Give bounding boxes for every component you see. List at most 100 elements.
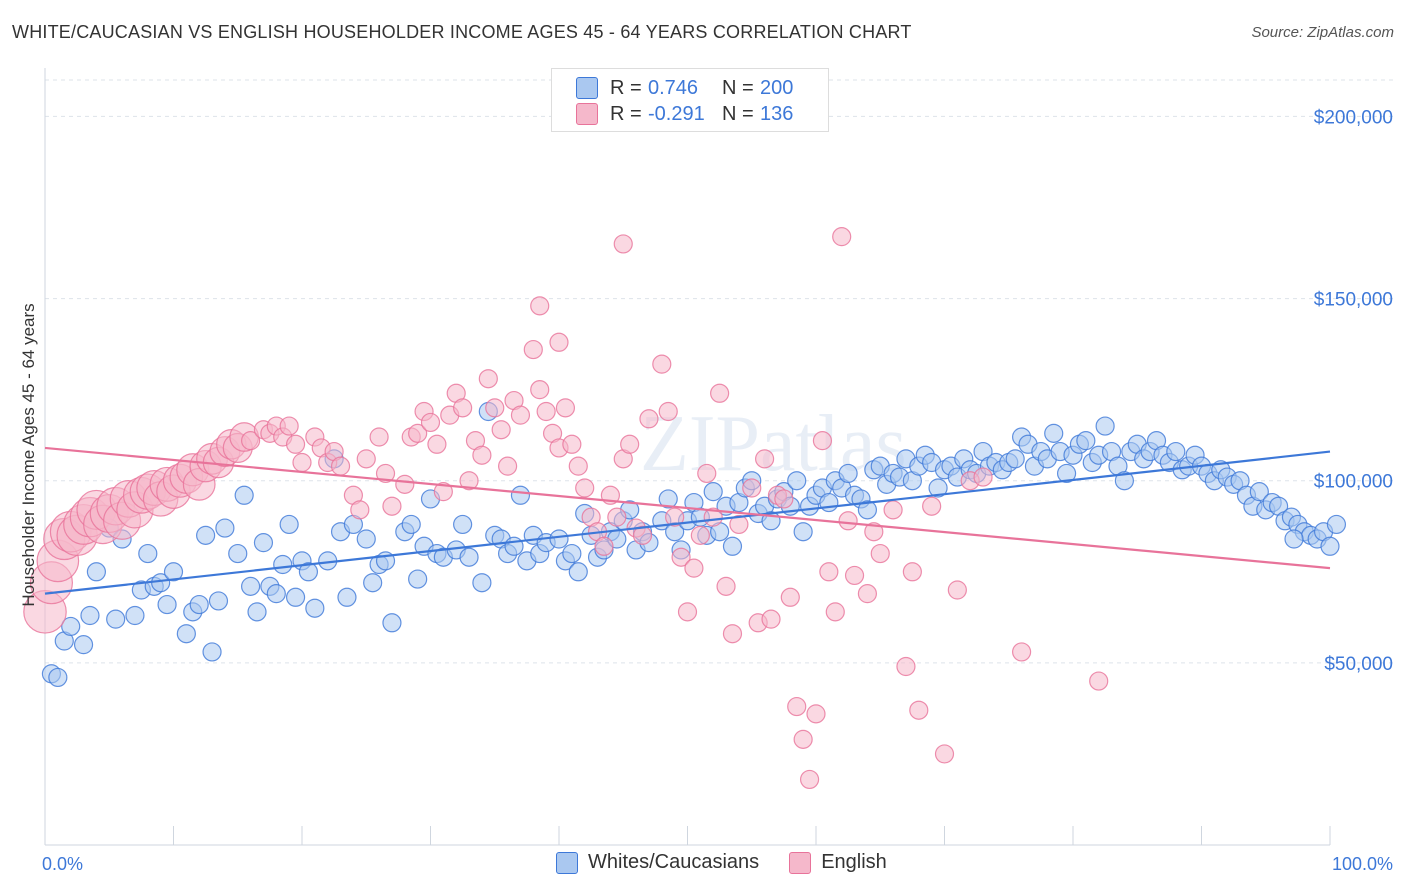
- whites-point: [568, 562, 588, 582]
- whites-point: [401, 514, 421, 535]
- english-point: [665, 507, 685, 527]
- english-point: [241, 431, 261, 451]
- english-point: [382, 496, 402, 516]
- whites-point: [73, 635, 94, 655]
- legend-swatch-blue: [556, 851, 578, 874]
- english-point: [819, 562, 839, 582]
- english-point: [1089, 671, 1109, 691]
- whites-point: [86, 562, 107, 582]
- english-point: [536, 401, 556, 422]
- whites-point: [1166, 441, 1186, 462]
- english-point: [330, 456, 351, 476]
- whites-point: [253, 533, 274, 553]
- legend-n-value: 136: [760, 102, 794, 125]
- english-point: [754, 449, 775, 469]
- whites-point: [61, 616, 81, 637]
- whites-point: [549, 529, 569, 549]
- english-point: [420, 412, 441, 433]
- whites-point: [857, 500, 878, 520]
- legend-item-whites[interactable]: Whites/Caucasians: [556, 851, 759, 874]
- whites-point: [228, 543, 248, 564]
- whites-point: [1044, 423, 1064, 443]
- english-point: [947, 580, 967, 600]
- english-point: [703, 507, 723, 527]
- y-tick-label: $50,000: [1324, 654, 1393, 675]
- y-tick-label: $100,000: [1314, 472, 1393, 493]
- whites-point: [163, 562, 184, 582]
- legend-n-label: N =: [722, 76, 754, 99]
- english-point: [510, 405, 531, 425]
- english-point: [433, 482, 453, 502]
- whites-point: [298, 562, 319, 582]
- english-point: [742, 478, 762, 498]
- english-point: [902, 562, 922, 582]
- english-point: [375, 463, 396, 484]
- whites-point: [202, 642, 222, 662]
- english-point: [478, 369, 498, 389]
- whites-point: [1326, 514, 1347, 535]
- english-point: [575, 478, 595, 498]
- english-point: [350, 500, 370, 520]
- english-point: [684, 558, 704, 578]
- legend-r-value: -0.291: [648, 102, 705, 125]
- whites-point: [1114, 471, 1135, 491]
- whites-point: [138, 543, 158, 564]
- english-point: [787, 696, 807, 717]
- whites-point: [1056, 463, 1077, 484]
- whites-point: [819, 492, 839, 513]
- whites-point: [658, 489, 678, 509]
- whites-point: [408, 569, 428, 589]
- whites-point: [787, 471, 807, 491]
- english-point: [799, 769, 820, 790]
- whites-point: [106, 609, 126, 629]
- english-point: [774, 489, 794, 509]
- english-point: [549, 332, 569, 352]
- english-point: [729, 514, 749, 535]
- whites-point: [363, 573, 383, 593]
- english-point: [832, 227, 852, 247]
- english-point: [934, 744, 955, 764]
- whites-point: [80, 605, 100, 626]
- whites-point: [337, 587, 357, 607]
- english-point: [620, 434, 640, 454]
- english-point: [716, 576, 736, 596]
- whites-point: [1005, 449, 1025, 469]
- english-point: [806, 704, 826, 724]
- english-point: [857, 584, 878, 604]
- english-point: [671, 547, 691, 567]
- english-point: [530, 296, 550, 316]
- series-legend: Whites/Caucasians English: [556, 851, 917, 874]
- whites-point: [838, 463, 858, 484]
- whites-point: [562, 543, 582, 564]
- english-point: [427, 434, 447, 454]
- english-point: [472, 445, 492, 465]
- whites-point: [285, 587, 306, 607]
- english-point: [285, 434, 306, 454]
- english-point: [279, 416, 299, 436]
- axes: [44, 68, 1331, 846]
- y-tick-label: $200,000: [1314, 107, 1393, 128]
- english-point: [491, 420, 511, 440]
- legend-swatch-blue: [576, 77, 598, 99]
- english-point: [697, 463, 717, 484]
- english-point: [562, 434, 582, 454]
- trend-lines: [44, 446, 1331, 595]
- whites-point: [189, 594, 209, 615]
- x-tick-label: 0.0%: [42, 854, 83, 874]
- grid-lines: [45, 79, 1395, 664]
- whites-point: [1249, 482, 1269, 502]
- english-point: [498, 456, 518, 476]
- whites-point: [356, 529, 376, 549]
- whites-point: [1284, 529, 1304, 549]
- english-point: [677, 602, 698, 622]
- whites-point: [125, 605, 145, 626]
- whites-point: [247, 602, 267, 622]
- whites-point: [928, 478, 948, 498]
- english-point: [812, 431, 833, 451]
- x-tick-labels: 0.0% 100.0%: [42, 854, 1393, 874]
- whites-point: [208, 591, 229, 611]
- legend-row-whites: R = 0.746 N = 200: [576, 75, 793, 101]
- y-axis-label: Householder Income Ages 45 - 64 years: [19, 303, 38, 606]
- legend-item-english[interactable]: English: [789, 851, 887, 874]
- english-point: [690, 525, 710, 545]
